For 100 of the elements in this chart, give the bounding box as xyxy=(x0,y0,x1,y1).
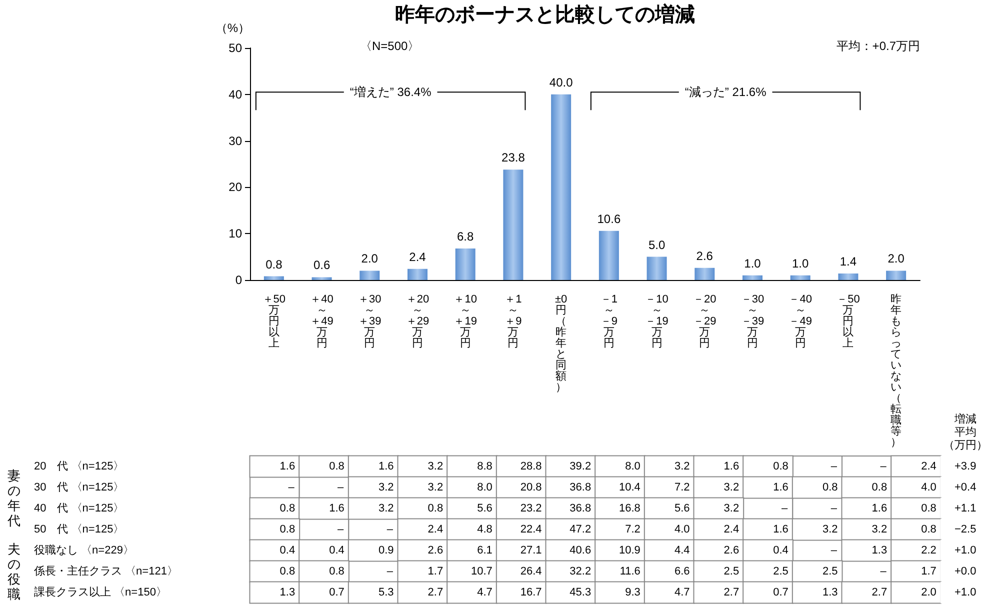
data-label: 2.7 xyxy=(872,586,888,598)
data-label: 0.8 xyxy=(280,566,296,578)
data-label: 3.2 xyxy=(724,482,740,494)
y-axis-title: （%） xyxy=(215,21,250,35)
x-tick-label: ＋1～＋9万円 xyxy=(504,294,522,350)
data-label: 1.6 xyxy=(773,524,788,536)
data-label: 2.4 xyxy=(724,524,740,536)
text: – xyxy=(830,544,837,556)
data-label: 7.2 xyxy=(625,524,640,536)
bar xyxy=(646,256,667,280)
data-label: +0.0 xyxy=(954,566,976,578)
text: 夫の役職 xyxy=(8,542,20,602)
x-tick-label: ＋10～＋19万円 xyxy=(454,294,477,350)
data-label: 5.6 xyxy=(674,502,690,514)
x-tick-label: －50万円以上 xyxy=(836,294,860,350)
data-label: 10.9 xyxy=(618,544,640,556)
data-label: 4.4 xyxy=(674,544,690,556)
bar xyxy=(551,94,572,280)
bar xyxy=(694,268,715,280)
data-label: 3.2 xyxy=(428,482,444,494)
data-label: 45.3 xyxy=(570,586,592,598)
y-tick-label: 40 xyxy=(228,87,242,102)
data-label: 16.8 xyxy=(618,502,640,514)
bar xyxy=(455,248,476,280)
data-label: +1.0 xyxy=(954,544,976,556)
data-label: 23.8 xyxy=(502,150,526,165)
data-label: 4.0 xyxy=(674,524,690,536)
bar xyxy=(503,170,524,280)
bar xyxy=(408,268,428,280)
data-label: 22.4 xyxy=(520,524,542,536)
bar xyxy=(598,230,619,280)
data-label: 0.8 xyxy=(280,524,296,536)
data-label: 0.4 xyxy=(773,544,788,556)
annotation: “増えた” 36.4% xyxy=(350,85,432,100)
x-tick-label: ＋40～＋49万円 xyxy=(310,294,334,350)
data-label: 1.6 xyxy=(329,502,344,514)
data-label: 2.7 xyxy=(724,586,740,598)
data-label: 5.0 xyxy=(648,238,666,252)
data-label: 6.1 xyxy=(477,544,492,556)
data-label: 27.1 xyxy=(520,544,542,556)
data-label: 3.2 xyxy=(724,502,740,514)
data-label: 10.6 xyxy=(597,212,621,226)
data-label: 1.6 xyxy=(773,482,788,494)
data-label: 2.2 xyxy=(921,544,936,556)
data-label: 0.4 xyxy=(280,544,296,556)
data-label: 1.0 xyxy=(792,256,810,270)
data-label: 3.2 xyxy=(428,460,444,472)
bar xyxy=(838,274,858,280)
text: – xyxy=(288,482,294,494)
data-label: 3.2 xyxy=(378,482,394,494)
y-tick-label: 30 代 〈n=125〉 xyxy=(34,482,124,494)
data-label: 40.6 xyxy=(570,544,592,556)
annotation: 平均：+0.7万円 xyxy=(836,39,920,53)
data-label: 2.4 xyxy=(921,460,936,472)
data-label: +1.0 xyxy=(954,586,976,598)
data-label: 0.8 xyxy=(280,502,296,514)
data-label: 0.8 xyxy=(773,460,788,472)
data-label: 4.7 xyxy=(674,586,690,598)
data-label: 23.2 xyxy=(520,502,542,514)
data-label: 0.8 xyxy=(428,502,444,514)
data-label: 20.8 xyxy=(520,482,542,494)
data-label: 26.4 xyxy=(520,566,542,578)
data-label: 3.2 xyxy=(872,524,888,536)
data-label: 4.8 xyxy=(477,524,492,536)
data-label: 0.8 xyxy=(921,524,936,536)
text: – xyxy=(338,482,344,494)
data-label: 1.3 xyxy=(280,586,296,598)
text: 増減平均（万円） xyxy=(943,412,988,452)
data-label: 1.6 xyxy=(280,460,296,472)
data-label: 2.5 xyxy=(724,566,740,578)
bar xyxy=(742,275,762,280)
data-label: 2.4 xyxy=(428,524,444,536)
data-label: 7.2 xyxy=(674,482,690,494)
data-label: 5.3 xyxy=(378,586,394,598)
data-label: 8.0 xyxy=(625,460,640,472)
x-tick-label: －20～－29万円 xyxy=(693,294,716,350)
data-label: −2.5 xyxy=(954,524,976,536)
y-tick-label: 40 代 〈n=125〉 xyxy=(34,502,124,514)
bar xyxy=(886,270,906,280)
data-label: 2.7 xyxy=(428,586,444,598)
category-label: 昨年もらっていない（転職等） xyxy=(890,294,902,448)
data-label: 1.6 xyxy=(724,460,740,472)
x-tick-label: ＋30～＋39万円 xyxy=(358,294,382,350)
text: – xyxy=(830,502,837,514)
text: – xyxy=(386,524,393,536)
data-label: 2.0 xyxy=(888,252,905,266)
data-label: 0.8 xyxy=(921,502,936,514)
y-tick-label: 20 xyxy=(228,180,242,194)
data-label: 8.8 xyxy=(477,460,492,472)
data-label: 40.0 xyxy=(549,75,574,90)
y-tick-label: 役職なし 〈n=229〉 xyxy=(34,544,134,556)
data-label: +3.9 xyxy=(954,460,976,472)
data-label: 2.5 xyxy=(822,566,838,578)
text: – xyxy=(880,566,886,578)
data-label: 1.4 xyxy=(840,254,857,269)
data-label: 1.6 xyxy=(378,460,394,472)
y-tick-label: 50 代 〈n=125〉 xyxy=(34,524,124,536)
data-label: 4.0 xyxy=(921,482,936,494)
data-label: 0.7 xyxy=(773,586,788,598)
y-tick-label: 20 代 〈n=125〉 xyxy=(34,460,124,472)
